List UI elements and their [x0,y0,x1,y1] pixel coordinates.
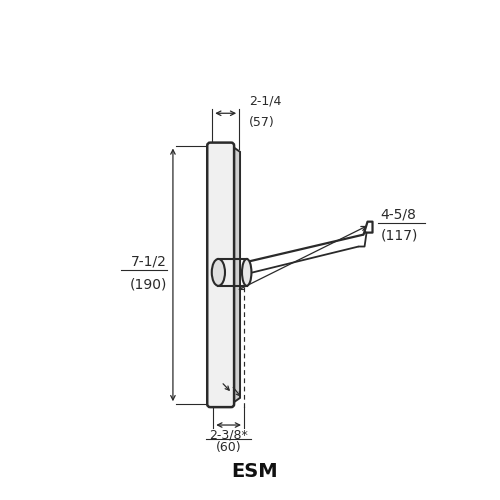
FancyBboxPatch shape [207,142,234,407]
Text: 2-3/8*: 2-3/8* [209,429,248,442]
Text: (60): (60) [216,441,242,454]
Text: (57): (57) [249,116,275,128]
Text: (117): (117) [380,228,418,242]
Polygon shape [231,146,240,404]
Text: 4-5/8: 4-5/8 [380,208,416,222]
Ellipse shape [212,259,225,286]
Ellipse shape [242,259,252,286]
Text: 2-1/4: 2-1/4 [249,94,282,108]
Text: ESM: ESM [232,462,278,481]
Text: (190): (190) [130,278,167,291]
Text: 7-1/2: 7-1/2 [131,255,167,269]
